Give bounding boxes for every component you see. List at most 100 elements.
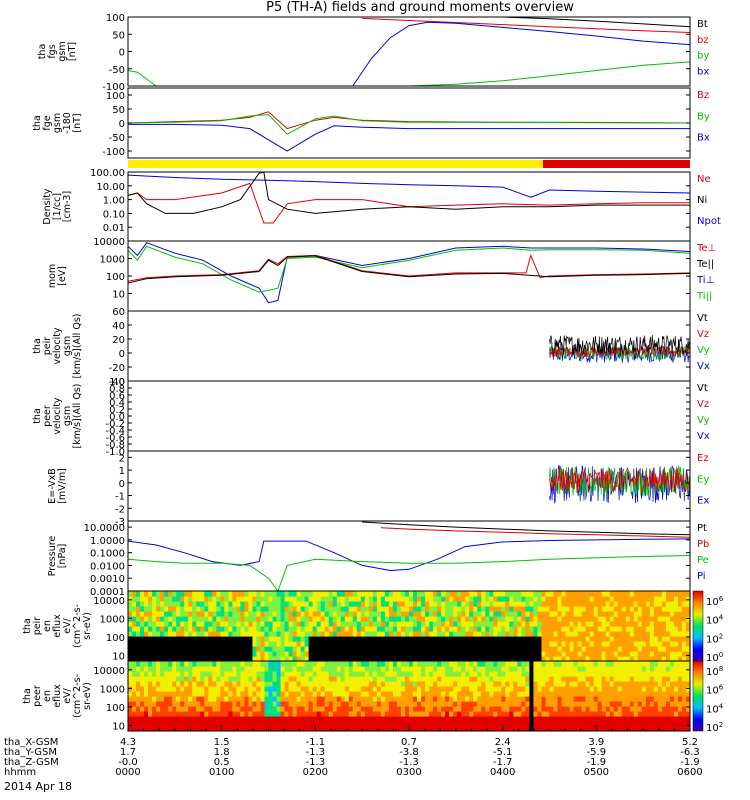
spectrogram-cell [144,606,149,612]
spectrogram-cell [208,626,213,632]
spectrogram-cell [513,696,518,702]
spectrogram-cell [425,621,430,627]
spectrogram-cell [136,656,141,661]
legend-0: Bt [697,19,708,30]
spectrogram-cell [172,721,177,727]
spectrogram-cell [376,606,382,612]
spectrogram-cell [388,671,394,677]
spectrogram-cell [184,671,189,677]
spectrogram-cell [248,701,254,707]
spectrogram-cell [236,601,241,607]
spectrogram-cell [649,691,655,697]
spectrogram-cell [493,696,498,702]
spectrogram-cell [176,621,181,627]
legend-1: Vz [697,399,709,410]
spectrogram-cell [376,691,382,697]
spectrogram-cell [677,706,683,712]
spectrogram-cell [529,596,535,602]
spectrogram-cell [537,646,543,652]
spectrogram-cell [236,706,241,712]
spectrogram-cell [404,596,410,602]
spectrogram-cell [392,661,398,667]
spectrogram-cell [497,676,502,682]
spectrogram-cell [180,726,185,731]
spectrogram-cell [501,716,506,722]
spectrogram-cell [553,661,559,667]
spectrogram-cell [585,661,591,667]
spectrogram-cell [497,641,502,647]
spectrogram-cell [184,711,189,717]
spectrogram-cell [485,591,490,597]
spectrogram-cell [264,646,270,652]
spectrogram-cell [549,661,555,667]
spectrogram-cell [481,711,486,717]
spectrogram-cell [336,721,342,727]
spectrogram-cell [304,666,310,672]
spectrogram-cell [196,676,201,682]
spectrogram-cell [276,706,282,712]
x-tick-value: 5.2 [682,737,698,748]
spectrogram-cell [228,671,233,677]
spectrogram-cell [244,671,250,677]
spectrogram-cell [657,636,663,642]
spectrogram-cell [477,596,482,602]
spectrogram-cell [376,631,382,637]
spectrogram-cell [324,646,330,652]
spectrogram-cell [513,661,518,667]
spectrogram-cell [368,681,374,687]
spectrogram-cell [260,686,266,692]
spectrogram-cell [661,666,667,672]
spectrogram-cell [637,676,643,682]
spectrogram-cell [180,686,185,692]
spectrogram-cell [677,691,683,697]
spectrogram-cell [505,686,510,692]
spectrogram-cell [172,601,177,607]
spectrogram-cell [617,671,623,677]
spectrogram-cell [404,721,410,727]
spectrogram-cell [252,606,258,612]
spectrogram-cell [593,591,599,597]
spectrogram-cell [685,711,690,717]
spectrogram-cell [208,691,213,697]
spectrogram-cell [252,641,258,647]
spectrogram-cell [605,711,611,717]
spectrogram-cell [140,691,145,697]
spectrogram-cell [577,696,583,702]
colorbar-tick: 102 [706,721,723,734]
spectrogram-cell [156,616,161,622]
spectrogram-cell [609,651,615,657]
spectrogram-cell [368,716,374,722]
spectrogram-cell [613,676,619,682]
spectrogram-cell [469,606,474,612]
spectrogram-cell [296,721,302,727]
spectrogram-cell [404,726,410,731]
spectrogram-cell [545,626,551,632]
spectrogram-cell [429,701,434,707]
spectrogram-cell [164,701,169,707]
spectrogram-cell [433,591,438,597]
spectrogram-cell [577,606,583,612]
spectrogram-cell [284,721,290,727]
spectrogram-cell [144,661,149,667]
spectrogram-cell [461,616,466,622]
spectrogram-cell [653,606,659,612]
spectrogram-cell [457,671,462,677]
spectrogram-cell [372,706,378,712]
spectrogram-cell [521,631,527,637]
spectrogram-cell [653,591,659,597]
spectrogram-cell [144,611,149,617]
spectrogram-cell [168,621,173,627]
spectrogram-cell [601,671,607,677]
spectrogram-cell [292,621,298,627]
spectrogram-cell [224,636,229,642]
spectrogram-cell [685,661,690,667]
spectrogram-cell [437,606,442,612]
spectrogram-cell [212,616,217,622]
spectrogram-cell [669,596,675,602]
spectrogram-cell [685,701,690,707]
spectrogram-cell [485,656,490,661]
y-axis-label: fgs [47,44,58,58]
spectrogram-cell [128,646,133,652]
spectrogram-cell [657,606,663,612]
spectrogram-cell [657,651,663,657]
